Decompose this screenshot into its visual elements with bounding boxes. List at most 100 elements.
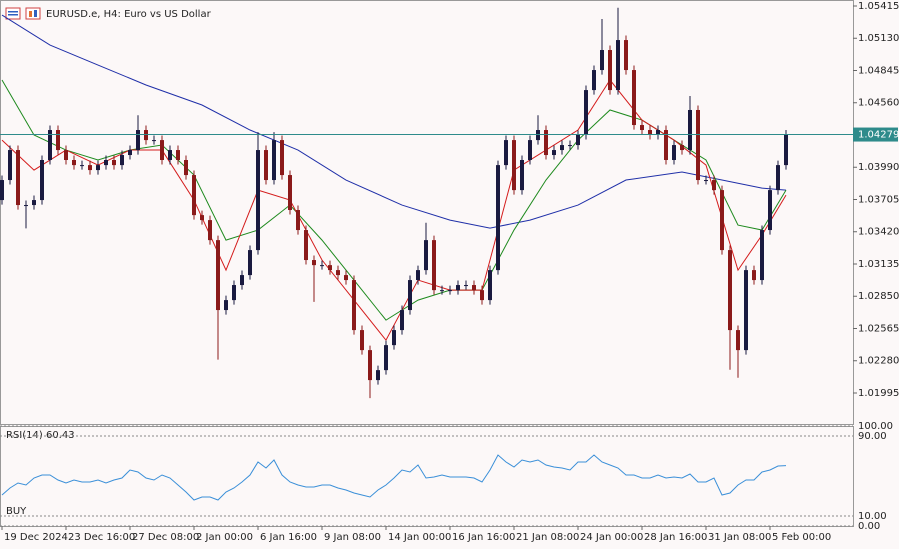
candle-body xyxy=(688,109,692,151)
candle-body xyxy=(592,70,596,91)
candle-body xyxy=(232,285,236,301)
candle-body xyxy=(728,250,732,331)
candle-body xyxy=(208,220,212,241)
candle-body xyxy=(376,370,380,381)
y-tick-label: 1.03705 xyxy=(858,194,899,205)
candle-body xyxy=(320,265,324,267)
candle-body xyxy=(568,145,572,147)
candle-body xyxy=(696,109,700,181)
x-tick-label: 24 Jan 00:00 xyxy=(580,532,643,543)
icon xyxy=(8,14,18,16)
candle-body xyxy=(760,230,764,281)
candle-body xyxy=(88,165,92,171)
x-tick-label: 31 Jan 08:00 xyxy=(708,532,771,543)
y-tick-label: 1.02280 xyxy=(858,356,899,367)
x-tick-label: 5 Feb 00:00 xyxy=(772,532,831,543)
candle-body xyxy=(120,155,124,166)
candle-body xyxy=(488,270,492,301)
y-tick-label: 1.01995 xyxy=(858,388,899,399)
y-tick-label: 1.05415 xyxy=(858,1,899,12)
chart-title: EURUSD.e, H4: Euro vs US Dollar xyxy=(46,9,212,20)
icon xyxy=(25,7,41,20)
icon xyxy=(34,10,37,17)
candle-body xyxy=(136,130,140,151)
candle-body xyxy=(416,270,420,281)
candle-body xyxy=(712,180,716,191)
candle-body xyxy=(360,330,364,351)
candle-body xyxy=(608,50,612,91)
candle-body xyxy=(368,350,372,381)
candle-body xyxy=(152,140,156,142)
x-tick-label: 6 Jan 16:00 xyxy=(260,532,317,543)
candle-body xyxy=(752,270,756,281)
candle-body xyxy=(640,125,644,131)
candle-body xyxy=(464,285,468,287)
candle-body xyxy=(104,160,108,166)
annotation: BUY xyxy=(6,506,27,517)
icon xyxy=(5,7,21,20)
y-tick-label: 1.02565 xyxy=(858,323,899,334)
candle-body xyxy=(680,145,684,151)
rsi-line xyxy=(1,454,787,501)
y-tick-label: 1.03420 xyxy=(858,227,899,238)
candle-body xyxy=(528,140,532,161)
price-panel xyxy=(0,0,854,425)
candle-body xyxy=(648,130,652,135)
candle-body xyxy=(600,50,604,71)
candle-body xyxy=(336,270,340,276)
candle-body xyxy=(296,210,300,231)
candle-body xyxy=(280,140,284,176)
candle-body xyxy=(736,330,740,351)
x-tick-label: 23 Dec 16:00 xyxy=(68,532,135,543)
candle-body xyxy=(744,270,748,351)
candle-body xyxy=(272,140,276,181)
candle-body xyxy=(328,265,332,271)
candle-body xyxy=(288,175,292,211)
y-tick-label: 1.02850 xyxy=(858,291,899,302)
candle-body xyxy=(176,150,180,161)
candle-body xyxy=(480,290,484,301)
candle-body xyxy=(0,180,4,201)
candle-body xyxy=(632,70,636,126)
y-tick-label: 1.05130 xyxy=(858,33,899,44)
candle-body xyxy=(768,190,772,231)
candle-body xyxy=(240,275,244,286)
candle-body xyxy=(656,130,660,135)
candle-body xyxy=(200,215,204,221)
y-tick-label: 90.00 xyxy=(858,431,887,442)
candle-body xyxy=(664,130,668,161)
candle-body xyxy=(504,140,508,166)
candle-body xyxy=(184,160,188,176)
candle-body xyxy=(552,150,556,156)
x-tick-label: 27 Dec 08:00 xyxy=(132,532,199,543)
candle-body xyxy=(672,145,676,161)
candle-body xyxy=(384,345,388,371)
candle-body xyxy=(24,205,28,207)
candle-body xyxy=(520,160,524,191)
current-price-label: 1.04279 xyxy=(858,130,899,141)
x-tick-label: 28 Jan 16:00 xyxy=(644,532,707,543)
y-tick-label: 100.00 xyxy=(858,421,893,432)
candle-body xyxy=(312,260,316,266)
candle-body xyxy=(168,150,172,161)
candle-body xyxy=(216,240,220,311)
candle-body xyxy=(96,165,100,171)
candle-body xyxy=(40,160,44,201)
candle-body xyxy=(352,280,356,331)
candle-body xyxy=(56,130,60,151)
candle-body xyxy=(16,150,20,206)
candle-body xyxy=(624,40,628,71)
candle-body xyxy=(224,300,228,311)
candle-body xyxy=(256,150,260,251)
candle-body xyxy=(344,275,348,281)
candle-body xyxy=(472,285,476,291)
icon xyxy=(29,11,32,17)
candle-body xyxy=(144,130,148,141)
candle-body xyxy=(48,130,52,161)
candle-body xyxy=(112,160,116,166)
current-price-box xyxy=(853,127,898,142)
y-tick-label: 1.03135 xyxy=(858,259,899,270)
